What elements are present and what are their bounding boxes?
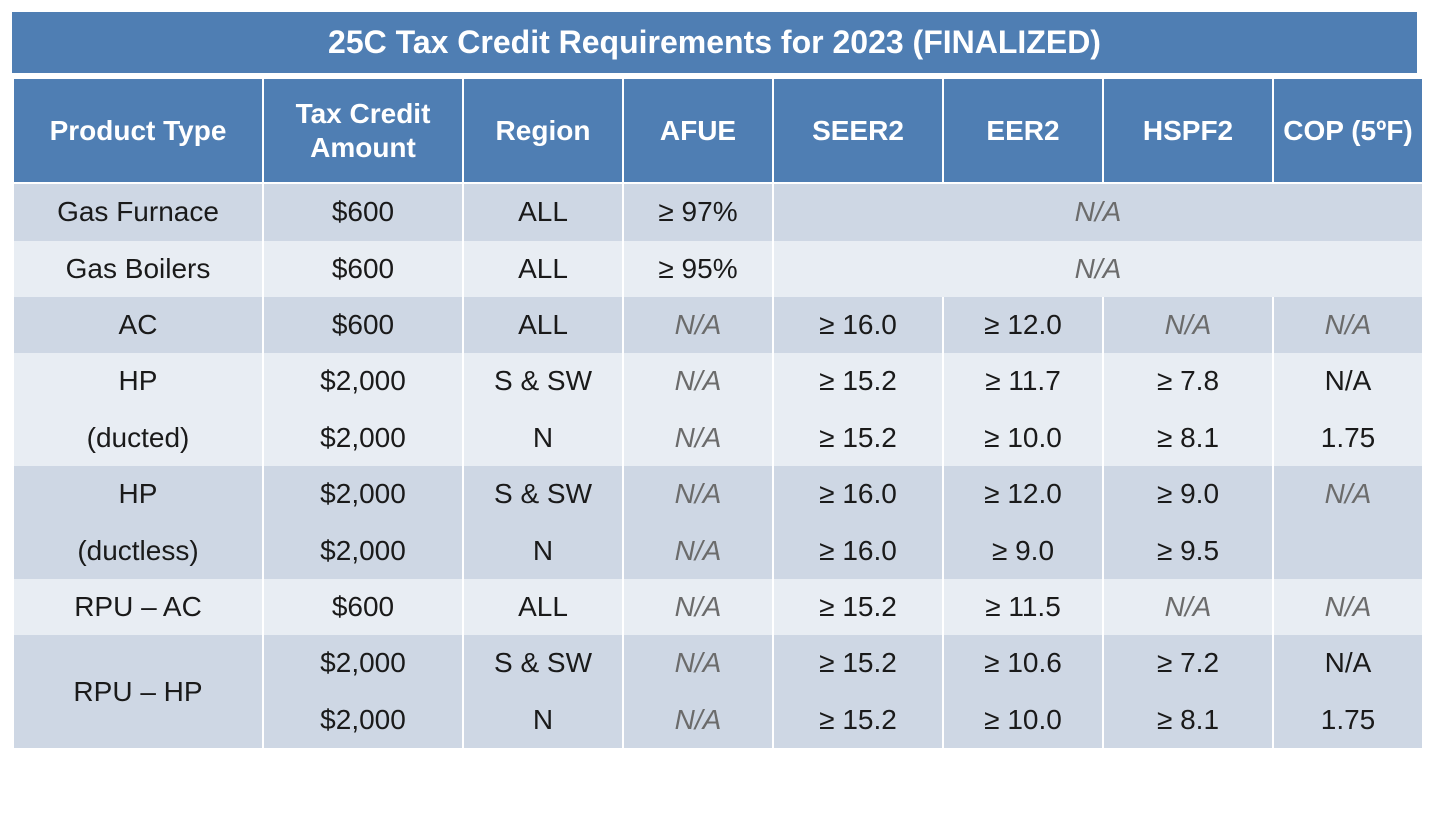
cell-seer2: ≥ 16.0 (773, 297, 943, 353)
cell-region: N (463, 692, 623, 748)
cell-product: RPU – AC (13, 579, 263, 635)
cell-amount: $2,000 (263, 410, 463, 466)
cell-cop: N/A (1273, 635, 1423, 691)
cell-cop: 1.75 (1273, 410, 1423, 466)
cell-hspf2: ≥ 8.1 (1103, 410, 1273, 466)
table-body: Gas Furnace $600 ALL ≥ 97% N/A Gas Boile… (13, 183, 1423, 748)
cell-cop (1273, 523, 1423, 579)
table-row: (ductless) $2,000 N N/A ≥ 16.0 ≥ 9.0 ≥ 9… (13, 523, 1423, 579)
cell-region: S & SW (463, 635, 623, 691)
cell-amount: $600 (263, 183, 463, 240)
cell-region: ALL (463, 241, 623, 297)
col-hspf2: HSPF2 (1103, 78, 1273, 183)
cell-afue: ≥ 95% (623, 241, 773, 297)
col-seer2: SEER2 (773, 78, 943, 183)
cell-cop: N/A (1273, 353, 1423, 409)
col-region: Region (463, 78, 623, 183)
cell-cop-na: N/A (1273, 579, 1423, 635)
cell-hspf2: ≥ 9.0 (1103, 466, 1273, 522)
cell-afue-na: N/A (623, 579, 773, 635)
cell-amount: $2,000 (263, 692, 463, 748)
cell-eer2: ≥ 12.0 (943, 297, 1103, 353)
col-afue: AFUE (623, 78, 773, 183)
table-title: 25C Tax Credit Requirements for 2023 (FI… (12, 12, 1417, 77)
cell-hspf2: ≥ 9.5 (1103, 523, 1273, 579)
cell-afue-na: N/A (623, 410, 773, 466)
cell-product: Gas Boilers (13, 241, 263, 297)
cell-hspf2: ≥ 7.2 (1103, 635, 1273, 691)
cell-afue-na: N/A (623, 297, 773, 353)
tax-credit-table-container: 25C Tax Credit Requirements for 2023 (FI… (10, 10, 1419, 750)
cell-afue-na: N/A (623, 466, 773, 522)
cell-na-span: N/A (773, 183, 1423, 240)
cell-region: N (463, 523, 623, 579)
cell-product: RPU – HP (13, 635, 263, 748)
cell-amount: $2,000 (263, 635, 463, 691)
cell-product: HP (13, 353, 263, 409)
cell-region: ALL (463, 183, 623, 240)
cell-hspf2-na: N/A (1103, 297, 1273, 353)
table-row: (ducted) $2,000 N N/A ≥ 15.2 ≥ 10.0 ≥ 8.… (13, 410, 1423, 466)
cell-product: Gas Furnace (13, 183, 263, 240)
table-row: AC $600 ALL N/A ≥ 16.0 ≥ 12.0 N/A N/A (13, 297, 1423, 353)
cell-product: HP (13, 466, 263, 522)
cell-hspf2: ≥ 8.1 (1103, 692, 1273, 748)
table-row: Gas Furnace $600 ALL ≥ 97% N/A (13, 183, 1423, 240)
cell-eer2: ≥ 10.0 (943, 410, 1103, 466)
table-row: HP $2,000 S & SW N/A ≥ 15.2 ≥ 11.7 ≥ 7.8… (13, 353, 1423, 409)
cell-product: (ducted) (13, 410, 263, 466)
cell-afue-na: N/A (623, 692, 773, 748)
cell-eer2: ≥ 12.0 (943, 466, 1103, 522)
cell-cop-na: N/A (1273, 297, 1423, 353)
cell-eer2: ≥ 10.0 (943, 692, 1103, 748)
cell-eer2: ≥ 11.7 (943, 353, 1103, 409)
table-row: RPU – HP $2,000 S & SW N/A ≥ 15.2 ≥ 10.6… (13, 635, 1423, 691)
cell-region: S & SW (463, 353, 623, 409)
cell-region: S & SW (463, 466, 623, 522)
cell-region: N (463, 410, 623, 466)
cell-seer2: ≥ 15.2 (773, 635, 943, 691)
col-eer2: EER2 (943, 78, 1103, 183)
cell-afue-na: N/A (623, 523, 773, 579)
cell-region: ALL (463, 579, 623, 635)
cell-seer2: ≥ 15.2 (773, 692, 943, 748)
cell-afue: ≥ 97% (623, 183, 773, 240)
cell-seer2: ≥ 15.2 (773, 579, 943, 635)
cell-amount: $2,000 (263, 466, 463, 522)
cell-region: ALL (463, 297, 623, 353)
cell-cop: 1.75 (1273, 692, 1423, 748)
table-row: Gas Boilers $600 ALL ≥ 95% N/A (13, 241, 1423, 297)
cell-seer2: ≥ 16.0 (773, 466, 943, 522)
cell-na-span: N/A (773, 241, 1423, 297)
table-row: RPU – AC $600 ALL N/A ≥ 15.2 ≥ 11.5 N/A … (13, 579, 1423, 635)
cell-seer2: ≥ 16.0 (773, 523, 943, 579)
table-row: HP $2,000 S & SW N/A ≥ 16.0 ≥ 12.0 ≥ 9.0… (13, 466, 1423, 522)
cell-amount: $2,000 (263, 523, 463, 579)
cell-amount: $2,000 (263, 353, 463, 409)
cell-hspf2: ≥ 7.8 (1103, 353, 1273, 409)
cell-afue-na: N/A (623, 635, 773, 691)
cell-amount: $600 (263, 579, 463, 635)
cell-eer2: ≥ 11.5 (943, 579, 1103, 635)
cell-seer2: ≥ 15.2 (773, 353, 943, 409)
cell-eer2: ≥ 10.6 (943, 635, 1103, 691)
cell-amount: $600 (263, 241, 463, 297)
cell-hspf2-na: N/A (1103, 579, 1273, 635)
cell-product: AC (13, 297, 263, 353)
cell-seer2: ≥ 15.2 (773, 410, 943, 466)
cell-cop-na: N/A (1273, 466, 1423, 522)
table-header-row: Product Type Tax Credit Amount Region AF… (13, 78, 1423, 183)
col-cop: COP (5ºF) (1273, 78, 1423, 183)
cell-amount: $600 (263, 297, 463, 353)
cell-product: (ductless) (13, 523, 263, 579)
tax-credit-table: Product Type Tax Credit Amount Region AF… (12, 77, 1424, 748)
col-product-type: Product Type (13, 78, 263, 183)
cell-eer2: ≥ 9.0 (943, 523, 1103, 579)
cell-afue-na: N/A (623, 353, 773, 409)
col-tax-credit-amount: Tax Credit Amount (263, 78, 463, 183)
